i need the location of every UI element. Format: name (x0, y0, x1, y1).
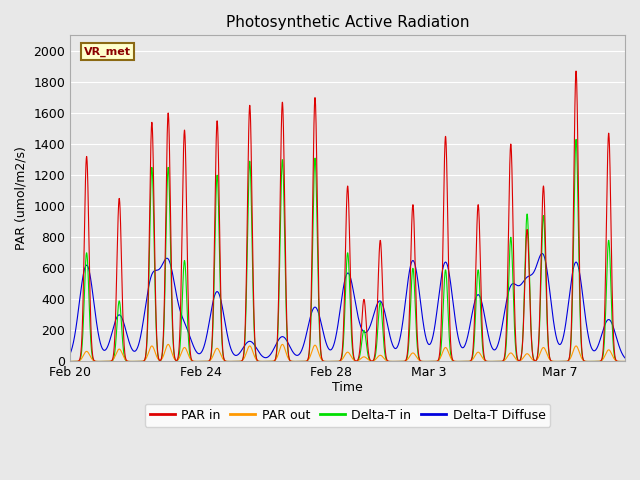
Delta-T in (354, 358, 362, 363)
Line: Delta-T Diffuse: Delta-T Diffuse (70, 253, 625, 358)
Title: Photosynthetic Active Radiation: Photosynthetic Active Radiation (226, 15, 469, 30)
Line: PAR out: PAR out (70, 345, 625, 361)
PAR in (526, 289, 534, 295)
PAR out (446, 353, 454, 359)
PAR in (445, 311, 453, 317)
Delta-T Diffuse (396, 338, 403, 344)
Delta-T Diffuse (354, 313, 362, 319)
PAR out (67, 359, 74, 364)
Delta-T Diffuse (538, 251, 546, 256)
Delta-T in (587, 359, 595, 364)
Delta-T Diffuse (587, 343, 595, 348)
Delta-T in (67, 359, 74, 364)
Y-axis label: PAR (umol/m2/s): PAR (umol/m2/s) (15, 146, 28, 251)
Delta-T Diffuse (621, 355, 629, 361)
PAR out (526, 353, 534, 359)
PAR in (396, 359, 403, 364)
Delta-T in (572, 136, 580, 142)
Line: Delta-T in: Delta-T in (70, 139, 625, 361)
PAR out (354, 358, 362, 363)
PAR in (587, 359, 595, 364)
X-axis label: Time: Time (332, 381, 363, 394)
Delta-T in (445, 339, 453, 345)
Legend: PAR in, PAR out, Delta-T in, Delta-T Diffuse: PAR in, PAR out, Delta-T in, Delta-T Dif… (145, 404, 550, 427)
Delta-T in (621, 359, 629, 364)
Delta-T Diffuse (445, 273, 453, 279)
PAR in (621, 359, 629, 364)
Text: VR_met: VR_met (84, 47, 131, 57)
Delta-T in (396, 359, 403, 364)
PAR in (572, 68, 580, 74)
PAR in (354, 357, 362, 363)
PAR out (561, 359, 568, 364)
Line: PAR in: PAR in (70, 71, 625, 361)
PAR in (67, 359, 74, 364)
Delta-T Diffuse (526, 273, 534, 278)
PAR out (621, 359, 629, 364)
Delta-T Diffuse (561, 328, 568, 334)
PAR in (561, 359, 568, 364)
PAR out (164, 342, 172, 348)
PAR out (396, 359, 403, 364)
PAR out (587, 359, 595, 364)
Delta-T Diffuse (67, 350, 74, 356)
Delta-T in (526, 281, 534, 287)
Delta-T in (561, 359, 568, 364)
